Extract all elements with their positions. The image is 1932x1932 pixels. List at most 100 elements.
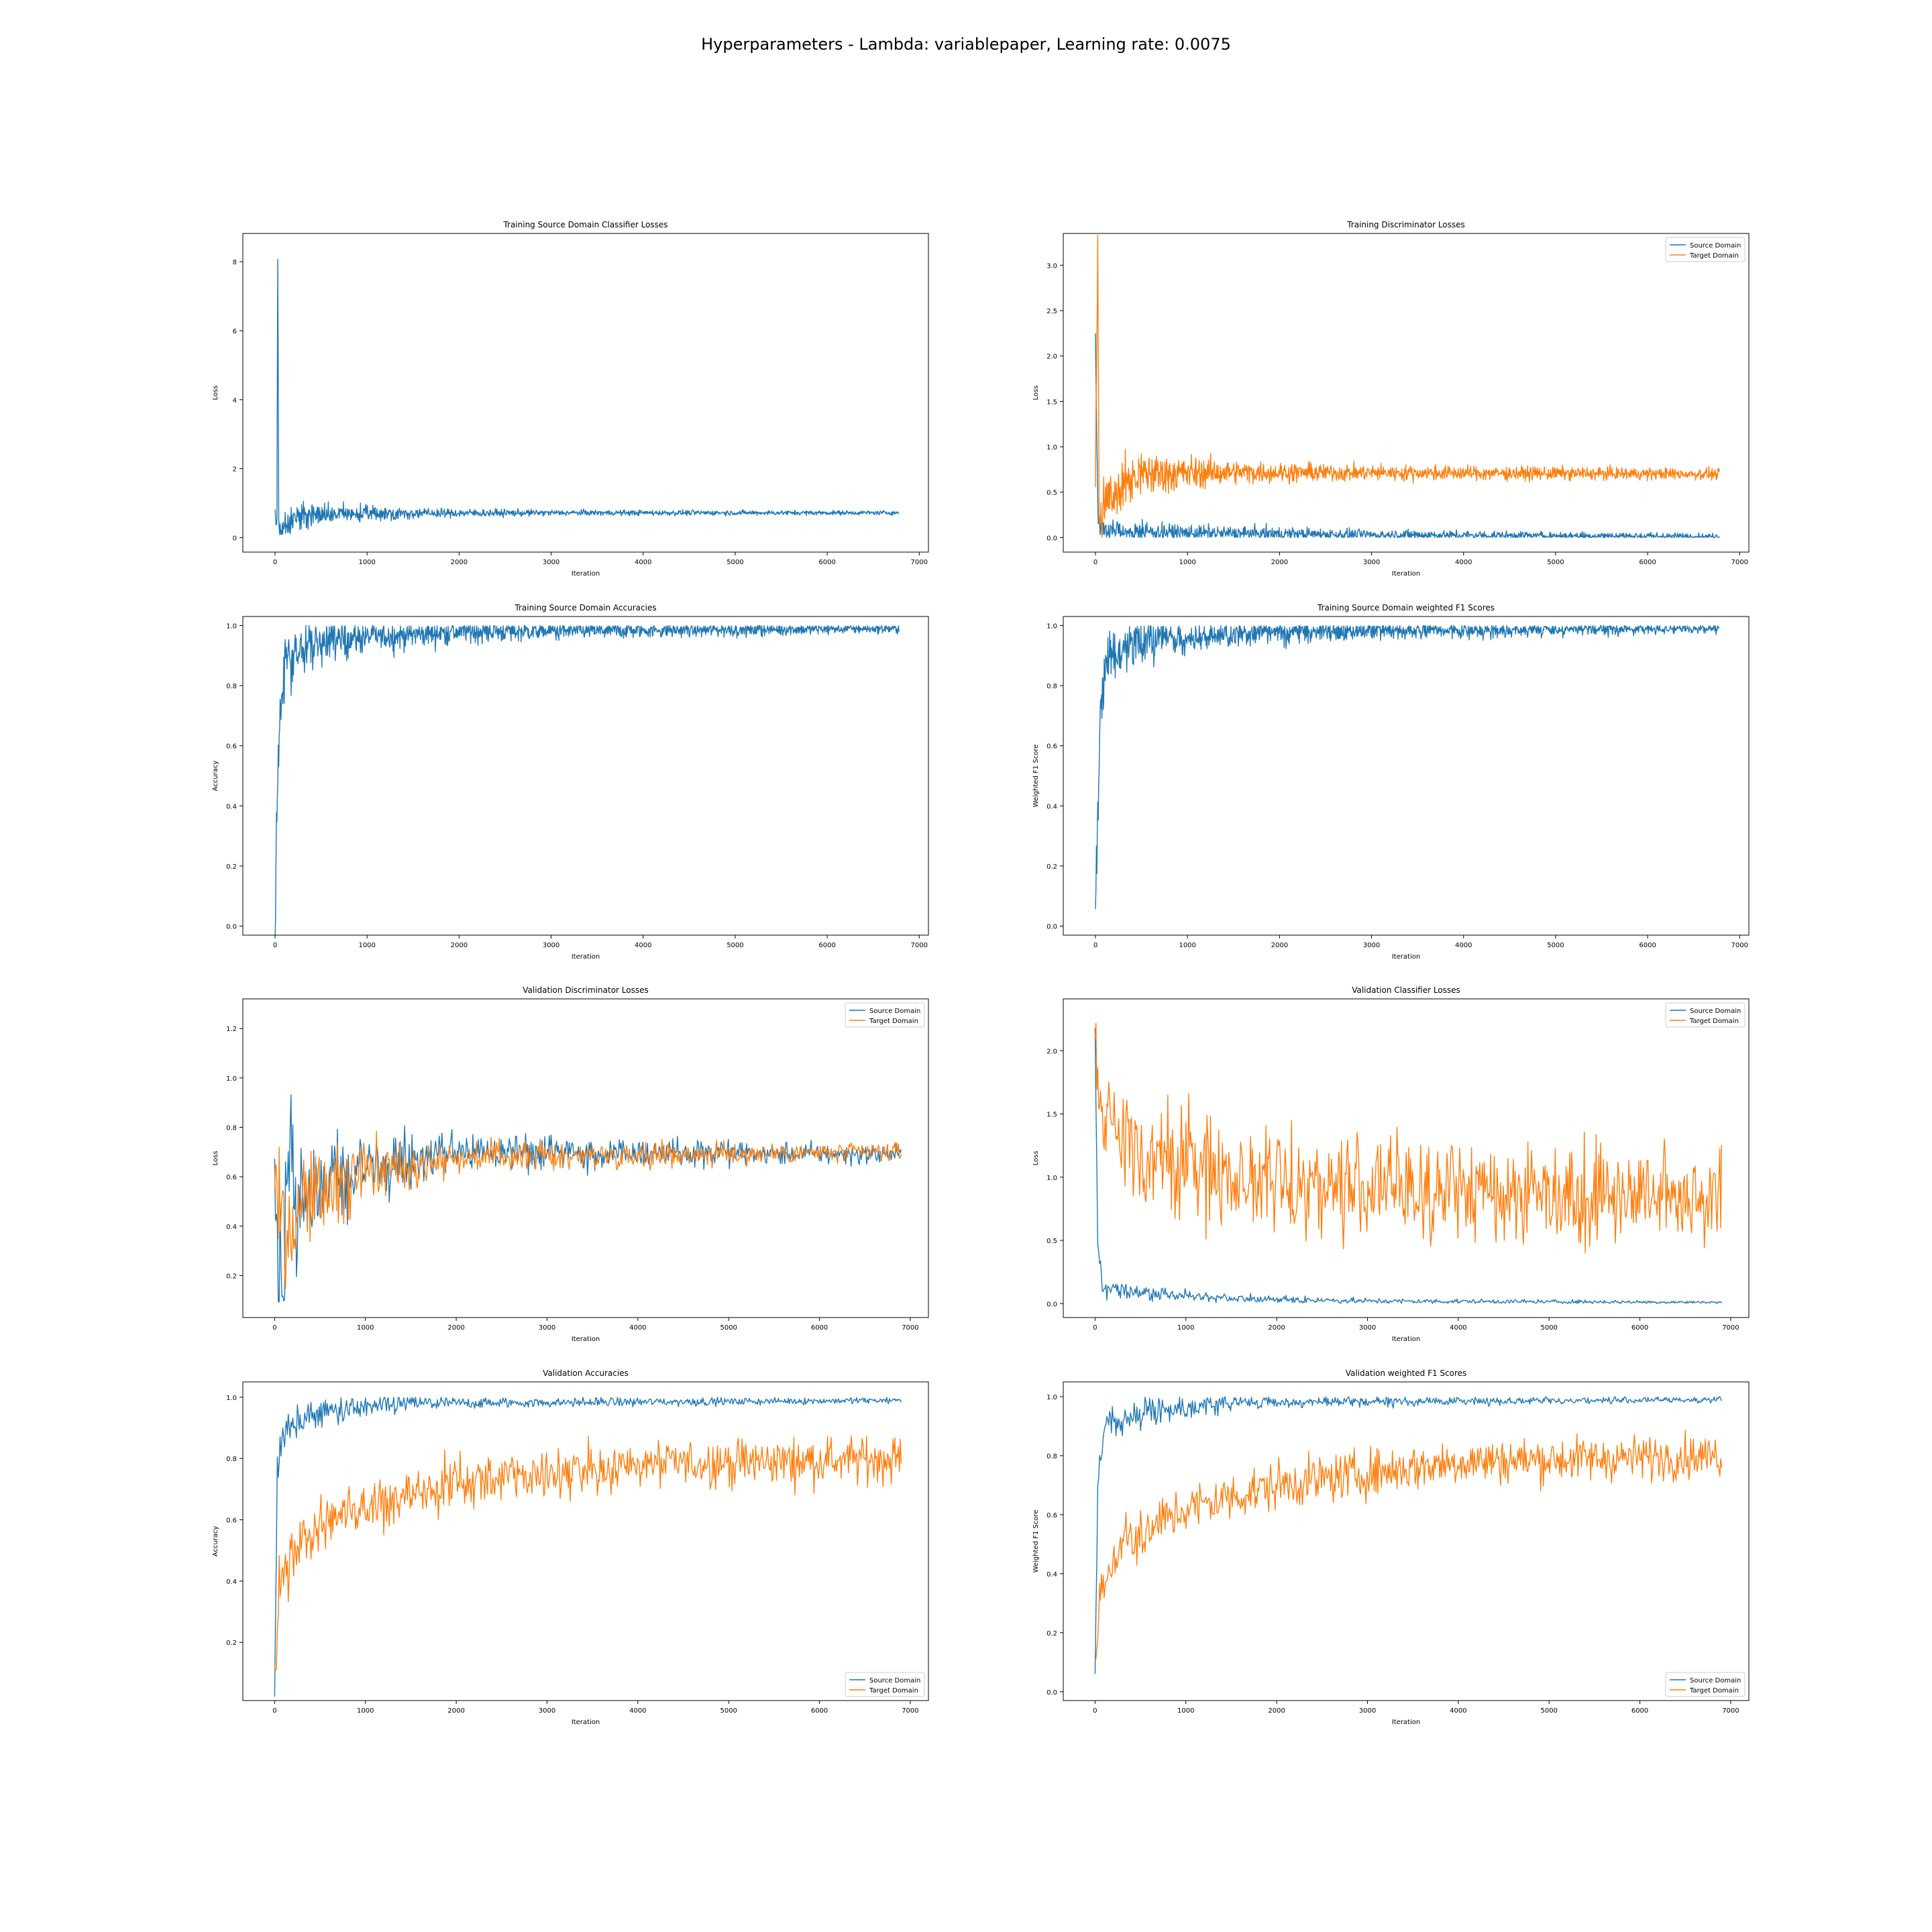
- y-tick-label: 0.2: [1046, 1630, 1057, 1638]
- x-tick-label: 0: [272, 1707, 276, 1715]
- x-tick-label: 2000: [451, 942, 468, 949]
- x-tick-label: 7000: [902, 1707, 918, 1715]
- y-tick-label: 0.2: [226, 863, 237, 871]
- y-tick-label: 0.0: [1046, 924, 1057, 931]
- x-tick-label: 6000: [1639, 942, 1656, 949]
- x-tick-label: 5000: [1540, 1707, 1557, 1715]
- x-tick-label: 2000: [451, 559, 468, 566]
- series-line-source-domain: [274, 1094, 902, 1303]
- legend: Source Domain Target Domain: [1665, 1002, 1746, 1028]
- x-tick-label: 6000: [818, 942, 835, 949]
- y-tick-label: 0.4: [1046, 803, 1057, 810]
- y-tick-label: 0.0: [1046, 1301, 1057, 1308]
- x-tick-label: 3000: [543, 942, 559, 949]
- plot-frame: [242, 233, 929, 553]
- y-tick-label: 0.0: [1046, 535, 1057, 542]
- y-tick-label: 2.0: [1046, 1048, 1057, 1055]
- series-line-target-domain: [1095, 234, 1720, 538]
- x-tick-label: 4000: [635, 559, 651, 566]
- x-tick-label: 5000: [727, 942, 743, 949]
- x-tick-label: 4000: [635, 942, 651, 949]
- subplot-title: Training Source Domain Accuracies: [514, 603, 656, 612]
- subplot-6: Validation Classifier Losses 0 1000 2000 300…: [1032, 985, 1750, 1343]
- subplot-2: Training Discriminator Losses 0 1000 2000 30…: [1032, 220, 1750, 578]
- x-tick-label: 1000: [1177, 1324, 1194, 1332]
- y-tick-label: 2: [233, 466, 237, 474]
- x-tick-label: 4000: [1450, 1707, 1466, 1715]
- x-axis-label: Iteration: [572, 570, 600, 578]
- y-tick-label: 1.0: [226, 623, 237, 630]
- legend: Source Domain Target Domain: [1665, 1672, 1746, 1697]
- subplot-title: Training Source Domain Classifier Losses: [502, 220, 667, 229]
- x-tick-label: 4000: [1450, 1324, 1466, 1332]
- legend-label: Source Domain: [869, 1677, 920, 1684]
- x-axis-label: Iteration: [1392, 953, 1420, 961]
- x-tick-label: 1000: [1179, 942, 1195, 949]
- legend-label: Target Domain: [1689, 1687, 1739, 1695]
- series-line-main: [1095, 625, 1720, 910]
- x-tick-label: 6000: [811, 1324, 828, 1332]
- x-tick-label: 7000: [1731, 559, 1748, 566]
- x-tick-label: 3000: [539, 1324, 555, 1332]
- plot-frame: [1063, 616, 1750, 936]
- x-tick-label: 5000: [720, 1324, 737, 1332]
- y-tick-label: 0.8: [226, 1456, 237, 1463]
- legend-box: [1665, 1002, 1746, 1028]
- y-tick-label: 0.0: [1046, 1689, 1057, 1697]
- x-tick-label: 3000: [543, 559, 559, 566]
- y-tick-label: 0.5: [1046, 490, 1057, 497]
- legend: Source Domain Target Domain: [1665, 237, 1746, 262]
- x-axis-label: Iteration: [572, 1336, 600, 1343]
- x-tick-label: 1000: [358, 559, 375, 566]
- legend: Source Domain Target Domain: [845, 1672, 925, 1697]
- x-axis-label: Iteration: [1392, 1719, 1420, 1726]
- legend-label: Target Domain: [1689, 1018, 1739, 1025]
- y-tick-label: 0: [233, 535, 237, 542]
- subplot-5: Validation Discriminator Losses 0 1000 2000…: [212, 985, 929, 1343]
- x-tick-label: 6000: [1631, 1324, 1648, 1332]
- y-tick-label: 0.8: [1046, 1453, 1057, 1460]
- x-axis-label: Iteration: [572, 1719, 600, 1726]
- x-tick-label: 5000: [727, 559, 743, 566]
- x-tick-label: 7000: [902, 1324, 918, 1332]
- x-tick-label: 1000: [357, 1324, 374, 1332]
- x-tick-label: 2000: [447, 1707, 464, 1715]
- subplot-title: Training Source Domain weighted F1 Score…: [1317, 603, 1495, 612]
- x-tick-label: 3000: [1359, 1707, 1376, 1715]
- y-tick-label: 0.6: [226, 1517, 237, 1525]
- x-tick-label: 3000: [539, 1707, 555, 1715]
- x-tick-label: 2000: [447, 1324, 464, 1332]
- x-tick-label: 2000: [1268, 1707, 1285, 1715]
- series-line-main: [274, 625, 900, 935]
- series-line-source-domain: [1094, 1396, 1723, 1674]
- y-axis-label: Weighted F1 Score: [1032, 745, 1040, 808]
- x-tick-label: 6000: [1631, 1707, 1648, 1715]
- x-tick-label: 6000: [818, 559, 835, 566]
- plot-frame: [242, 998, 929, 1318]
- series-line-main: [274, 259, 900, 535]
- subplot-title: Validation weighted F1 Scores: [1346, 1368, 1467, 1378]
- series-line-source-domain: [274, 1397, 902, 1697]
- x-tick-label: 4000: [1455, 942, 1472, 949]
- y-tick-label: 0.4: [226, 803, 237, 810]
- plot-frame: [242, 1381, 929, 1701]
- x-tick-label: 5000: [1540, 1324, 1557, 1332]
- x-tick-label: 1000: [358, 942, 375, 949]
- y-tick-label: 0.6: [226, 1174, 237, 1181]
- x-tick-label: 7000: [911, 559, 928, 566]
- y-tick-label: 1.2: [226, 1026, 237, 1033]
- y-tick-label: 1.0: [1046, 1394, 1057, 1401]
- x-axis-label: Iteration: [1392, 570, 1420, 578]
- x-axis-label: Iteration: [1392, 1336, 1420, 1343]
- series-line-target-domain: [274, 1435, 902, 1672]
- y-tick-label: 1.0: [1046, 444, 1057, 451]
- series-line-target-domain: [1094, 1430, 1723, 1661]
- y-axis-label: Loss: [212, 386, 219, 400]
- y-tick-label: 0.4: [226, 1578, 237, 1586]
- y-tick-label: 0.2: [226, 1640, 237, 1647]
- x-tick-label: 6000: [1639, 559, 1656, 566]
- y-axis-label: Loss: [1032, 1151, 1040, 1166]
- plot-frame: [242, 616, 929, 936]
- legend-box: [845, 1002, 925, 1028]
